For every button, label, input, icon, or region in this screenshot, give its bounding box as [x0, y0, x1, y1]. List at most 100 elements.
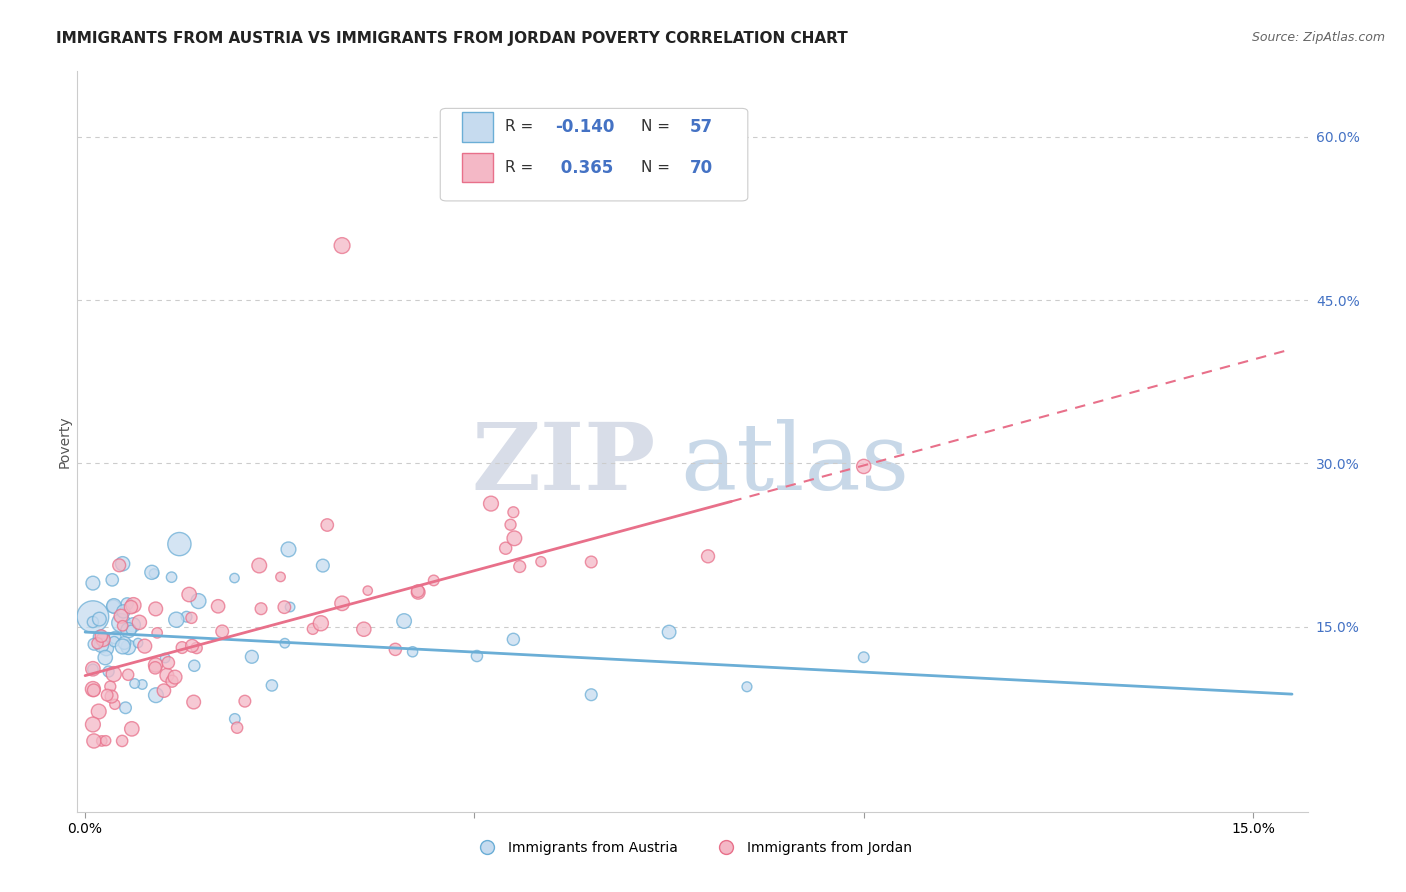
Text: N =: N =	[641, 120, 675, 135]
Point	[103, 667, 125, 681]
Point	[96, 688, 118, 702]
Point	[330, 596, 353, 610]
Point	[82, 717, 104, 731]
Point	[90, 638, 112, 652]
Point	[581, 688, 603, 702]
Point	[110, 615, 132, 630]
Point	[93, 632, 115, 646]
Text: IMMIGRANTS FROM AUSTRIA VS IMMIGRANTS FROM JORDAN POVERTY CORRELATION CHART: IMMIGRANTS FROM AUSTRIA VS IMMIGRANTS FR…	[56, 31, 848, 46]
Point	[110, 609, 132, 624]
Point	[503, 531, 526, 545]
Point	[697, 549, 720, 564]
Point	[301, 622, 323, 636]
Point	[82, 662, 104, 676]
Point	[224, 571, 246, 585]
Point	[131, 677, 153, 691]
Point	[422, 574, 444, 588]
Point	[852, 650, 875, 665]
Point	[108, 558, 131, 573]
Point	[509, 559, 531, 574]
FancyBboxPatch shape	[463, 112, 494, 142]
Point	[103, 599, 125, 614]
Point	[97, 665, 120, 679]
Point	[100, 690, 122, 704]
Point	[94, 733, 117, 747]
Point	[111, 734, 134, 748]
Text: N =: N =	[641, 160, 675, 175]
Point	[145, 602, 167, 616]
Y-axis label: Poverty: Poverty	[58, 416, 72, 467]
Point	[94, 650, 117, 665]
Point	[82, 576, 104, 591]
Point	[224, 712, 246, 726]
Point	[143, 566, 166, 581]
Point	[89, 612, 111, 626]
Point	[160, 570, 183, 584]
Text: 70: 70	[690, 159, 713, 177]
Point	[83, 683, 105, 698]
Point	[357, 583, 380, 598]
Text: ZIP: ZIP	[471, 418, 655, 508]
Point	[156, 668, 179, 682]
Point	[91, 632, 114, 647]
Point	[207, 599, 229, 614]
Point	[502, 505, 524, 519]
Point	[117, 623, 139, 637]
Point	[117, 667, 139, 681]
Point	[277, 542, 299, 557]
Point	[141, 566, 163, 580]
Point	[82, 662, 104, 676]
Point	[145, 688, 167, 702]
Point	[170, 640, 193, 655]
Legend: Immigrants from Austria, Immigrants from Jordan: Immigrants from Austria, Immigrants from…	[467, 835, 918, 860]
Point	[183, 658, 205, 673]
Point	[581, 555, 603, 569]
Point	[112, 636, 135, 650]
Point	[270, 570, 292, 584]
Text: -0.140: -0.140	[555, 118, 614, 136]
Point	[83, 734, 105, 748]
Point	[165, 613, 187, 627]
Point	[117, 640, 139, 655]
Point	[384, 642, 406, 657]
Point	[120, 623, 142, 637]
Point	[392, 614, 415, 628]
Point	[401, 645, 423, 659]
Point	[112, 604, 135, 618]
FancyBboxPatch shape	[463, 153, 494, 183]
Point	[103, 634, 125, 648]
Point	[104, 698, 127, 712]
Point	[111, 619, 134, 633]
Point	[120, 600, 142, 615]
Point	[124, 676, 146, 690]
Point	[134, 639, 156, 653]
Text: Source: ZipAtlas.com: Source: ZipAtlas.com	[1251, 31, 1385, 45]
Text: atlas: atlas	[681, 418, 910, 508]
Point	[104, 631, 127, 645]
FancyBboxPatch shape	[440, 109, 748, 201]
Point	[247, 558, 270, 573]
Point	[658, 625, 681, 640]
Point	[278, 600, 301, 615]
Point	[127, 636, 149, 650]
Point	[233, 694, 256, 708]
Point	[176, 609, 198, 624]
Point	[96, 641, 118, 656]
Point	[98, 680, 121, 694]
Point	[312, 558, 335, 573]
Point	[406, 584, 429, 599]
Point	[274, 636, 297, 650]
Point	[211, 624, 233, 639]
Point	[181, 639, 204, 653]
Point	[495, 541, 517, 556]
Point	[160, 674, 183, 689]
Point	[122, 598, 145, 612]
Point	[250, 601, 273, 615]
Point	[86, 636, 108, 650]
Point	[316, 518, 339, 533]
Point	[260, 678, 283, 692]
Point	[87, 705, 110, 719]
Point	[157, 656, 180, 670]
Point	[111, 557, 134, 571]
Point	[179, 588, 201, 602]
